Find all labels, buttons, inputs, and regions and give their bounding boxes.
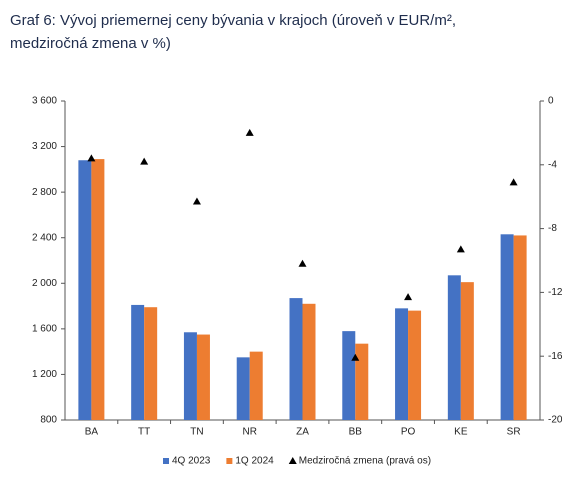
bar (408, 310, 422, 420)
marker (87, 154, 96, 162)
bar (144, 307, 158, 420)
bar (183, 332, 197, 420)
marker (192, 197, 201, 205)
x-tick-label: ZA (296, 427, 309, 438)
y-tick-label: 2 800 (32, 187, 57, 198)
x-tick-label: BB (349, 427, 363, 438)
bar (196, 334, 210, 420)
legend-swatch (163, 458, 169, 464)
bar (78, 160, 92, 420)
marker (509, 178, 518, 186)
bar (249, 351, 263, 420)
y2-tick-label: -16 (548, 351, 563, 362)
bar (131, 304, 145, 420)
x-tick-label: TN (190, 427, 203, 438)
legend-swatch (226, 458, 233, 464)
bar (447, 275, 461, 420)
bar (302, 303, 316, 420)
marker (245, 128, 254, 136)
marker (298, 259, 307, 267)
x-tick-label: NR (242, 427, 256, 438)
bar (355, 343, 369, 420)
x-tick-label: KE (454, 427, 468, 438)
bar (395, 308, 409, 420)
y-tick-label: 2 400 (32, 232, 57, 243)
y2-tick-label: -12 (548, 287, 563, 298)
bar (342, 331, 356, 420)
chart-title: medziročná zmena v %) (10, 35, 171, 52)
bar (460, 282, 474, 420)
bar (513, 235, 527, 420)
bar (500, 234, 514, 420)
x-tick-label: BA (85, 427, 99, 438)
marker (351, 353, 360, 361)
legend-marker (288, 457, 297, 464)
y2-tick-label: -8 (548, 223, 557, 234)
y-tick-label: 3 600 (32, 96, 57, 107)
bar (236, 357, 250, 420)
y-tick-label: 3 200 (32, 141, 57, 152)
legend-label: 4Q 2023 (172, 456, 211, 467)
y-tick-label: 1 200 (32, 369, 57, 380)
y2-tick-label: -4 (548, 159, 557, 170)
y2-tick-label: -20 (548, 415, 563, 426)
legend-label: 1Q 2024 (235, 456, 274, 467)
x-tick-label: TT (138, 427, 150, 438)
y-tick-label: 2 000 (32, 278, 57, 289)
bar (289, 298, 303, 420)
x-tick-label: SR (507, 427, 521, 438)
y2-tick-label: 0 (548, 96, 554, 107)
legend-label: Medziročná zmena (pravá os) (299, 456, 431, 467)
bar (91, 159, 105, 420)
y-tick-label: 1 600 (32, 323, 57, 334)
x-tick-label: PO (401, 427, 416, 438)
marker (404, 293, 413, 301)
chart-title: Graf 6: Vývoj priemernej ceny bývania v … (10, 12, 456, 29)
y-tick-label: 800 (40, 415, 57, 426)
marker (456, 245, 465, 253)
marker (140, 157, 149, 165)
